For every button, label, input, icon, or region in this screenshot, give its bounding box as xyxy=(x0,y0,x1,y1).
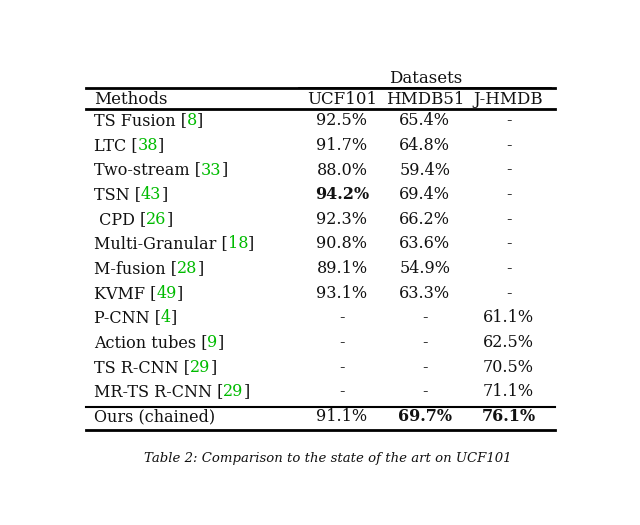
Text: 4: 4 xyxy=(161,309,171,327)
Text: 76.1%: 76.1% xyxy=(481,408,536,425)
Text: J-HMDB: J-HMDB xyxy=(474,91,543,108)
Text: 38: 38 xyxy=(138,137,158,154)
Text: ]: ] xyxy=(248,235,255,253)
Text: ]: ] xyxy=(211,359,216,376)
Text: 91.1%: 91.1% xyxy=(316,408,367,425)
Text: 29: 29 xyxy=(223,383,244,400)
Text: ]: ] xyxy=(244,383,250,400)
Text: ]: ] xyxy=(197,260,204,277)
Text: 69.4%: 69.4% xyxy=(399,186,451,203)
Text: 90.8%: 90.8% xyxy=(316,235,367,253)
Text: KVMF [: KVMF [ xyxy=(94,285,156,302)
Text: 28: 28 xyxy=(177,260,197,277)
Text: -: - xyxy=(339,359,345,376)
Text: 26: 26 xyxy=(146,211,166,228)
Text: 8: 8 xyxy=(187,112,197,129)
Text: TSN [: TSN [ xyxy=(94,186,141,203)
Text: 62.5%: 62.5% xyxy=(483,334,534,351)
Text: MR-TS R-CNN [: MR-TS R-CNN [ xyxy=(94,383,223,400)
Text: P-CNN [: P-CNN [ xyxy=(94,309,161,327)
Text: M-fusion [: M-fusion [ xyxy=(94,260,177,277)
Text: Two-stream [: Two-stream [ xyxy=(94,162,201,178)
Text: 49: 49 xyxy=(156,285,177,302)
Text: HMDB51: HMDB51 xyxy=(386,91,464,108)
Text: Action tubes [: Action tubes [ xyxy=(94,334,207,351)
Text: ]: ] xyxy=(197,112,204,129)
Text: 63.6%: 63.6% xyxy=(399,235,451,253)
Text: ]: ] xyxy=(177,285,183,302)
Text: -: - xyxy=(506,211,511,228)
Text: ]: ] xyxy=(218,334,224,351)
Text: Table 2: Comparison to the state of the art on UCF101: Table 2: Comparison to the state of the … xyxy=(144,452,512,465)
Text: 71.1%: 71.1% xyxy=(483,383,534,400)
Text: 88.0%: 88.0% xyxy=(316,162,367,178)
Text: Ours (chained): Ours (chained) xyxy=(94,408,215,425)
Text: 69.7%: 69.7% xyxy=(398,408,452,425)
Text: -: - xyxy=(422,309,428,327)
Text: -: - xyxy=(422,359,428,376)
Text: ]: ] xyxy=(161,186,168,203)
Text: 92.3%: 92.3% xyxy=(316,211,367,228)
Text: 66.2%: 66.2% xyxy=(399,211,451,228)
Text: 18: 18 xyxy=(228,235,248,253)
Text: UCF101: UCF101 xyxy=(307,91,377,108)
Text: -: - xyxy=(422,383,428,400)
Text: Multi-Granular [: Multi-Granular [ xyxy=(94,235,228,253)
Text: TS Fusion [: TS Fusion [ xyxy=(94,112,187,129)
Text: 43: 43 xyxy=(141,186,161,203)
Text: Methods: Methods xyxy=(94,91,168,108)
Text: -: - xyxy=(506,162,511,178)
Text: CPD [: CPD [ xyxy=(94,211,146,228)
Text: -: - xyxy=(506,112,511,129)
Text: 29: 29 xyxy=(190,359,211,376)
Text: 9: 9 xyxy=(207,334,218,351)
Text: 63.3%: 63.3% xyxy=(399,285,451,302)
Text: LTC [: LTC [ xyxy=(94,137,138,154)
Text: -: - xyxy=(339,309,345,327)
Text: 64.8%: 64.8% xyxy=(399,137,451,154)
Text: 91.7%: 91.7% xyxy=(316,137,367,154)
Text: ]: ] xyxy=(166,211,173,228)
Text: -: - xyxy=(506,137,511,154)
Text: -: - xyxy=(506,260,511,277)
Text: 70.5%: 70.5% xyxy=(483,359,534,376)
Text: -: - xyxy=(506,285,511,302)
Text: -: - xyxy=(422,334,428,351)
Text: 94.2%: 94.2% xyxy=(315,186,369,203)
Text: ]: ] xyxy=(171,309,177,327)
Text: 89.1%: 89.1% xyxy=(316,260,367,277)
Text: -: - xyxy=(339,334,345,351)
Text: ]: ] xyxy=(221,162,228,178)
Text: 93.1%: 93.1% xyxy=(316,285,367,302)
Text: Datasets: Datasets xyxy=(388,70,462,87)
Text: 92.5%: 92.5% xyxy=(316,112,367,129)
Text: 33: 33 xyxy=(201,162,221,178)
Text: TS R-CNN [: TS R-CNN [ xyxy=(94,359,190,376)
Text: 59.4%: 59.4% xyxy=(399,162,451,178)
Text: 65.4%: 65.4% xyxy=(399,112,451,129)
Text: 54.9%: 54.9% xyxy=(399,260,451,277)
Text: ]: ] xyxy=(158,137,164,154)
Text: 61.1%: 61.1% xyxy=(483,309,534,327)
Text: -: - xyxy=(339,383,345,400)
Text: -: - xyxy=(506,235,511,253)
Text: -: - xyxy=(506,186,511,203)
